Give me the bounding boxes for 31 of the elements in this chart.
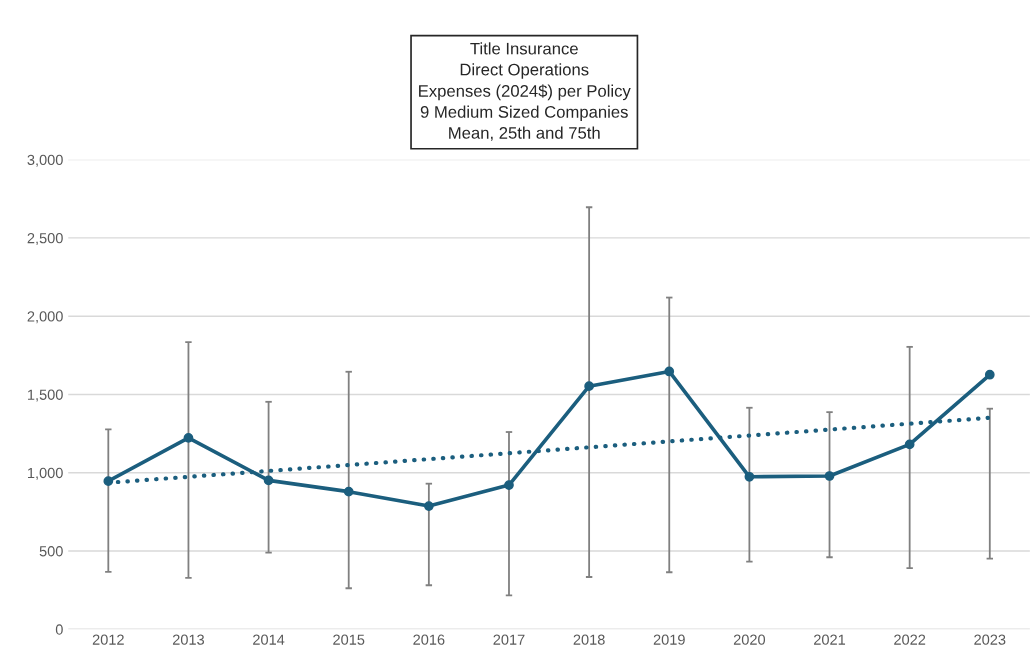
point <box>263 475 274 486</box>
point <box>343 486 354 497</box>
x-tick-label: 2016 <box>413 634 445 645</box>
y-tick-label: 2,500 <box>27 233 63 246</box>
point <box>664 366 675 377</box>
x-tick-label: 2013 <box>172 634 205 645</box>
point <box>904 439 915 450</box>
x-tick-label: 2015 <box>333 634 365 645</box>
x-tick-label: 2021 <box>814 634 846 645</box>
point <box>744 471 755 482</box>
y-tick-label: 1,000 <box>28 467 63 480</box>
y-tick-label: 2,000 <box>27 311 63 324</box>
x-tick-label: 2014 <box>253 634 285 645</box>
x-tick-label: 2012 <box>92 634 124 645</box>
y-tick-label: 1,500 <box>28 389 63 402</box>
x-tick-label: 2017 <box>493 634 525 645</box>
point <box>423 501 434 511</box>
point <box>183 432 194 443</box>
x-tick-label: 2018 <box>573 634 605 645</box>
y-tick-label: 500 <box>39 546 63 557</box>
point <box>984 369 995 380</box>
point <box>824 471 835 481</box>
x-tick-label: 2020 <box>733 634 766 645</box>
chart-title: Title Insurance Direct Operations Expenses (2024$) per Policy 9 Medium Sized Companies Mean, 25th and 75th <box>419 42 631 141</box>
y-tick-label: 0 <box>55 624 63 635</box>
x-tick-label: 2022 <box>894 634 926 645</box>
point <box>584 381 594 392</box>
point <box>504 480 514 490</box>
y-tick-label: 3,000 <box>27 154 63 167</box>
x-tick-label: 2023 <box>974 634 1006 645</box>
x-tick-label: 2019 <box>653 634 685 645</box>
